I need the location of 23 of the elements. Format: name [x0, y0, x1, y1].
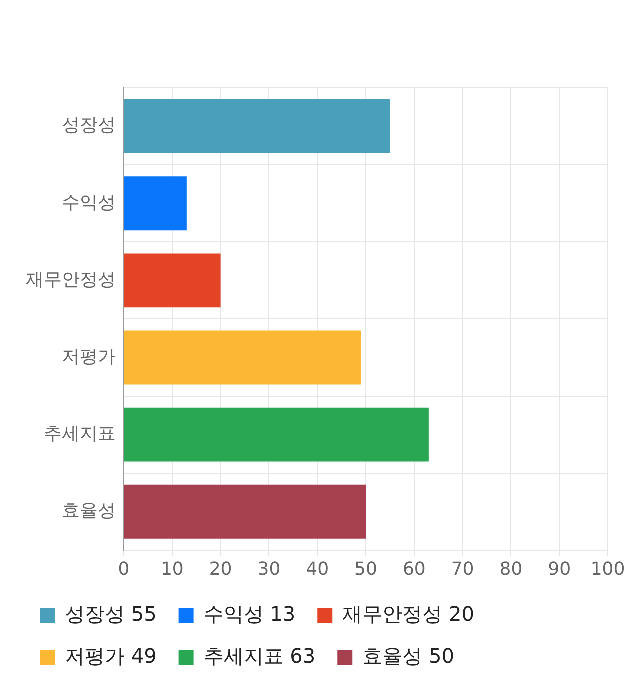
- legend-label: 추세지표 63: [204, 644, 316, 668]
- y-tick-label: 효율성: [62, 500, 116, 522]
- x-tick-label: 70: [451, 558, 474, 580]
- y-tick-label: 저평가: [62, 346, 116, 368]
- x-tick-label: 100: [590, 558, 626, 580]
- legend-label: 수익성 13: [204, 602, 296, 626]
- legend-label: 효율성 50: [362, 644, 454, 668]
- x-tick-label: 60: [402, 558, 426, 580]
- y-tick-label: 추세지표: [44, 423, 116, 444]
- legend-label: 성장성 55: [65, 602, 157, 626]
- y-tick-label: 재무안정성: [26, 269, 116, 290]
- x-tick-label: 20: [209, 558, 232, 580]
- y-tick-label: 수익성: [62, 192, 116, 214]
- x-tick-label: 40: [306, 558, 330, 580]
- x-tick-label: 80: [500, 558, 523, 580]
- x-tick-label: 90: [548, 558, 572, 580]
- legend-label: 재무안정성 20: [342, 602, 474, 626]
- legend-label: 저평가 49: [65, 644, 157, 668]
- x-tick-label: 30: [258, 558, 281, 580]
- x-tick-label: 50: [354, 558, 378, 580]
- x-tick-label: 10: [160, 558, 184, 580]
- y-tick-label: 성장성: [62, 115, 116, 136]
- x-tick-label: 0: [118, 558, 130, 580]
